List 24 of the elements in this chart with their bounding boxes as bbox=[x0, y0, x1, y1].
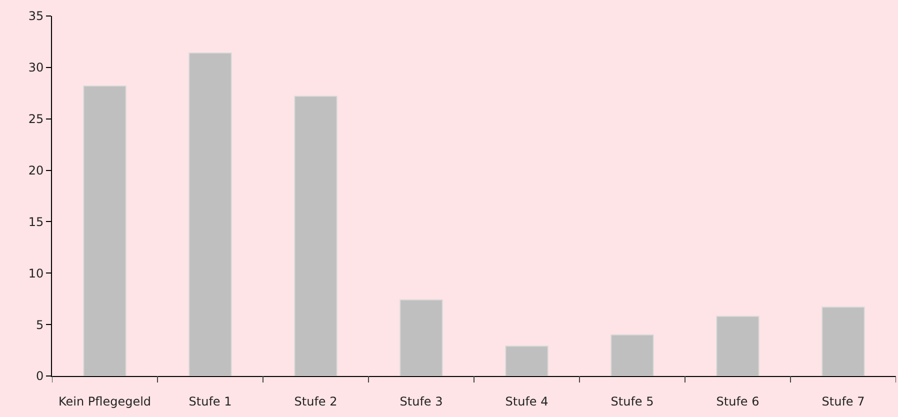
bar bbox=[822, 306, 865, 376]
bar bbox=[716, 316, 760, 376]
x-tick-label: Stufe 5 bbox=[610, 394, 654, 408]
x-tick-label: Stufe 6 bbox=[716, 394, 760, 408]
y-tick-label: 5 bbox=[36, 318, 44, 332]
bar bbox=[400, 299, 443, 376]
y-tick-label: 10 bbox=[28, 266, 44, 280]
x-tick-label: Stufe 2 bbox=[294, 394, 338, 408]
x-tick-label: Stufe 7 bbox=[822, 394, 865, 408]
bar bbox=[83, 85, 126, 376]
y-tick-label: 25 bbox=[28, 112, 44, 126]
bar bbox=[505, 346, 548, 376]
y-tick-label: 0 bbox=[36, 369, 44, 384]
x-tick-label: Kein Pflegegeld bbox=[58, 394, 152, 408]
y-tick-label: 20 bbox=[28, 163, 44, 178]
x-tick-label: Stufe 1 bbox=[188, 394, 232, 408]
x-tick-label: Stufe 3 bbox=[400, 394, 443, 408]
y-tick-label: 15 bbox=[28, 214, 44, 229]
y-tick-label: 35 bbox=[28, 9, 44, 24]
bar bbox=[610, 334, 654, 376]
x-tick-label: Stufe 4 bbox=[505, 394, 548, 408]
y-tick-label: 30 bbox=[28, 60, 44, 75]
bar bbox=[294, 96, 338, 376]
bar bbox=[188, 52, 232, 376]
